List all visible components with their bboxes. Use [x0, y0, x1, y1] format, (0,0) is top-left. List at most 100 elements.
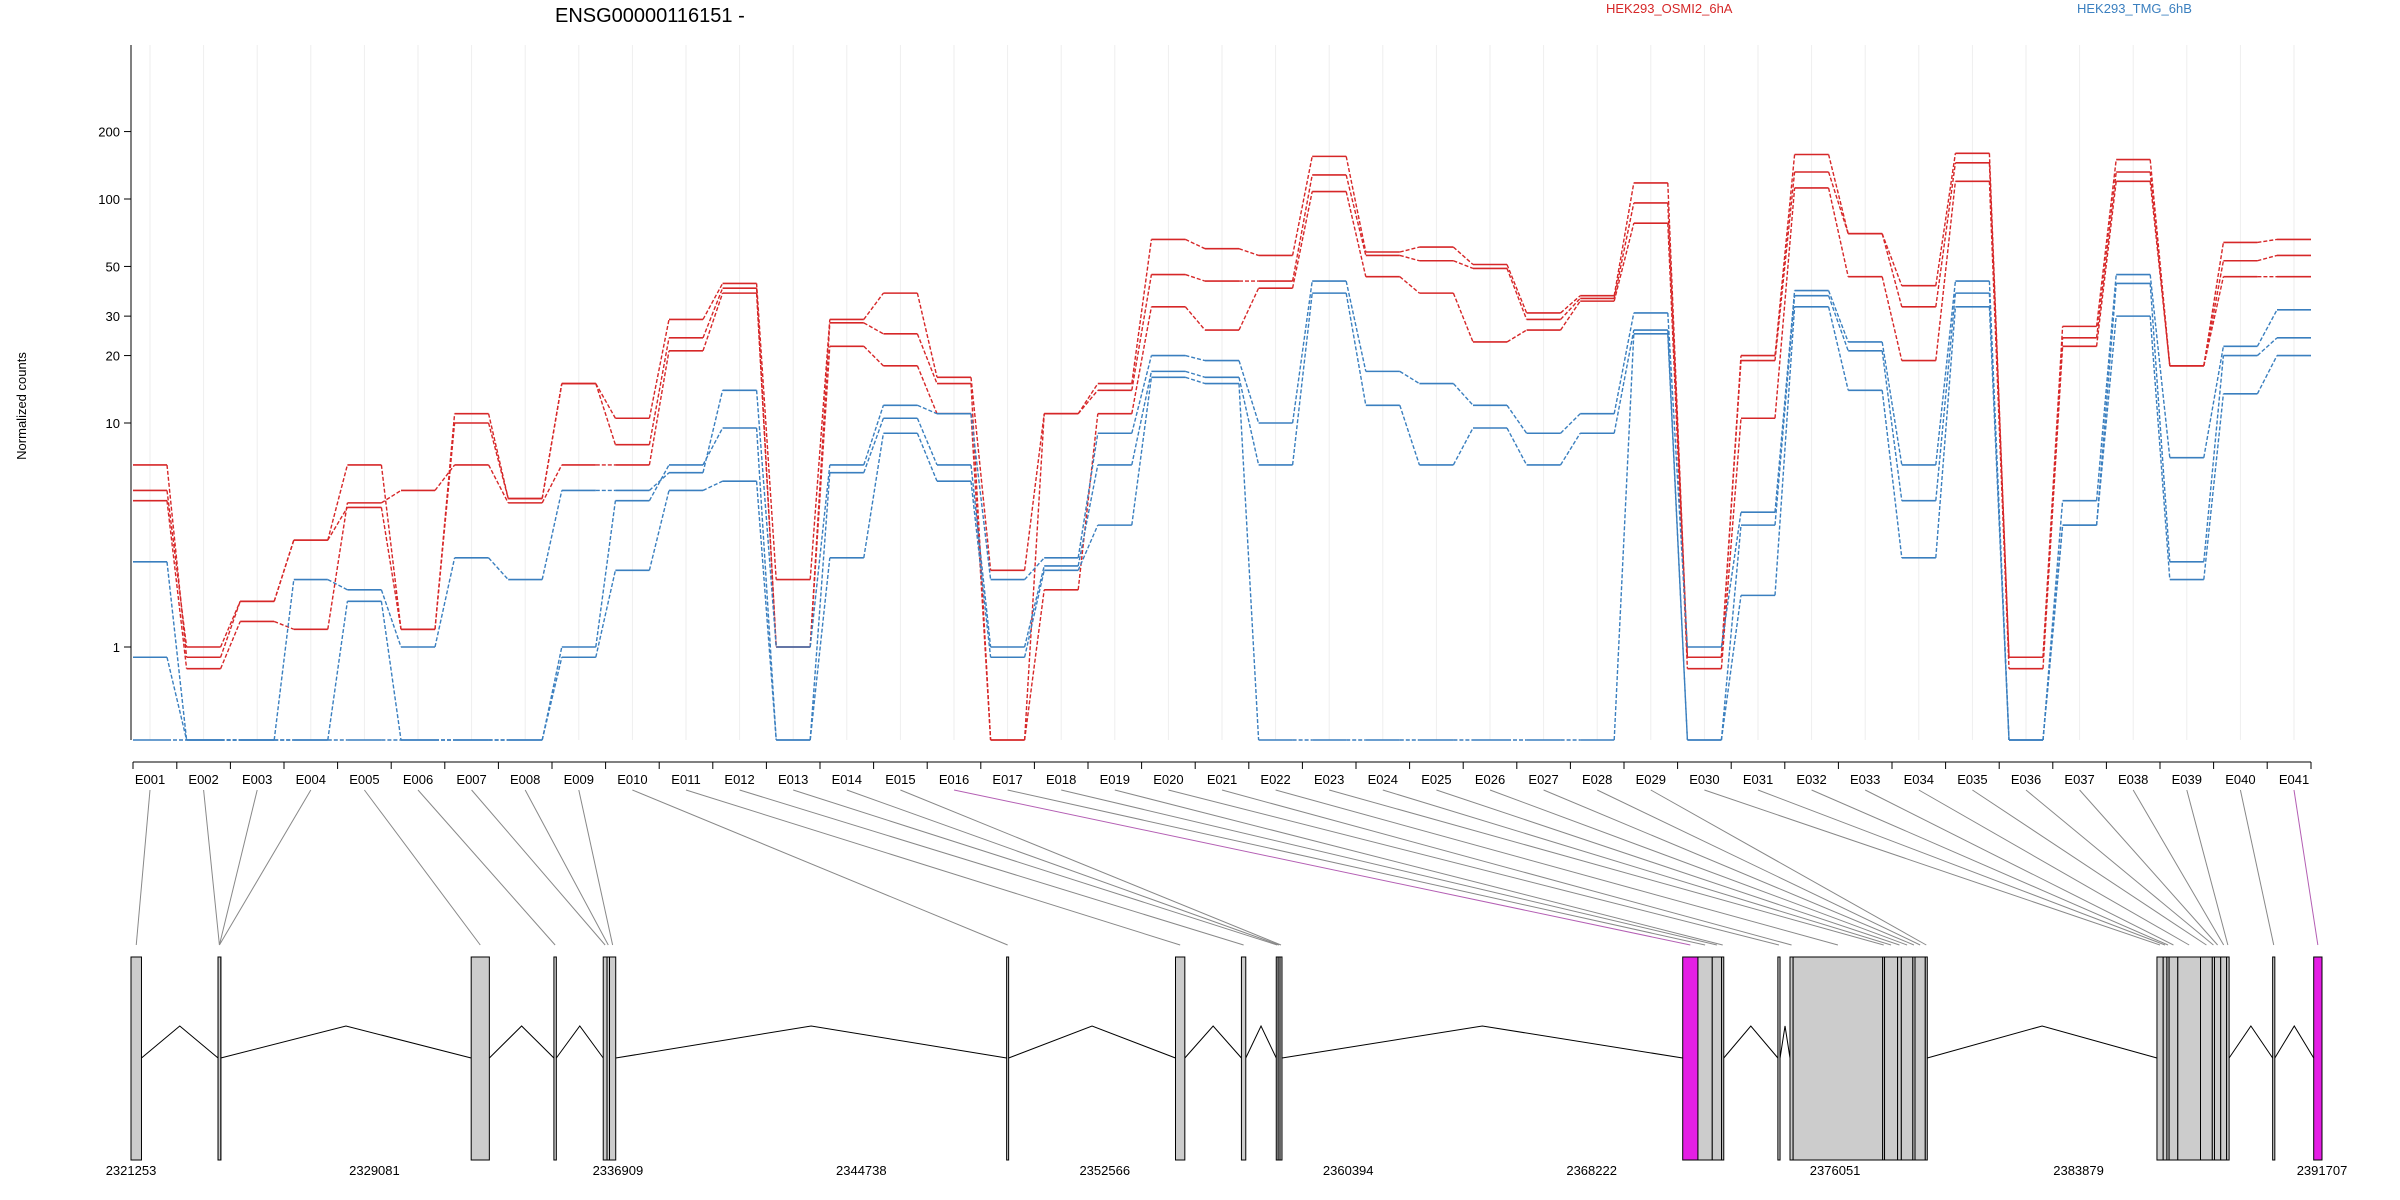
x-tick-label: E001 — [135, 772, 165, 787]
series-connector — [1238, 360, 1260, 424]
exon-mapping-line — [1704, 789, 2161, 946]
series-connector — [327, 464, 349, 541]
series-connector — [2256, 355, 2278, 395]
series-connector — [2256, 337, 2278, 357]
exon-box — [1884, 956, 1899, 1161]
series-connector — [327, 507, 349, 541]
exon-box — [1006, 956, 1010, 1161]
exon-mapping-line — [1275, 789, 1839, 946]
exon-mapping-line — [1168, 789, 1780, 946]
x-tick-label: E008 — [510, 772, 540, 787]
exon-mapping-line — [1221, 789, 1792, 946]
series-connector — [1238, 383, 1260, 741]
y-tick-label: 20 — [106, 349, 120, 364]
series-connector — [755, 481, 777, 741]
series-connector — [1613, 182, 1635, 296]
series-connector — [1077, 433, 1099, 558]
series-connector — [1185, 376, 1206, 385]
series-connector — [916, 417, 938, 466]
series-connector — [488, 557, 509, 581]
series-connector — [1613, 333, 1635, 741]
series-connector — [1774, 306, 1796, 596]
series-connector — [595, 383, 617, 419]
series-connector — [1827, 187, 1849, 277]
series-connector — [1185, 354, 1206, 362]
series-connector — [273, 620, 295, 630]
exon-box — [1721, 956, 1725, 1161]
series-connector — [2095, 181, 2117, 347]
exon-box — [602, 956, 608, 1161]
intron-line — [220, 1025, 472, 1059]
exon-mapping-line — [2293, 789, 2319, 946]
series-connector — [2042, 500, 2064, 741]
series-connector — [1935, 281, 1957, 465]
series-connector — [648, 490, 670, 571]
x-tick-label: E009 — [564, 772, 594, 787]
series-connector — [1881, 341, 1903, 466]
intron-line — [1008, 1025, 1176, 1059]
series-connector — [487, 413, 509, 499]
series-connector — [380, 507, 402, 630]
series-connector — [2149, 283, 2171, 562]
series-connector — [166, 500, 188, 669]
intron-line — [615, 1025, 1007, 1059]
exon-mapping-line — [793, 789, 1278, 946]
exon-mapping-line — [1596, 789, 1921, 946]
series-connector — [327, 578, 348, 591]
exon-mapping-line — [2186, 789, 2229, 946]
series-connector — [648, 337, 670, 445]
exon-mapping-line — [1061, 789, 1718, 946]
exon-mapping-line — [1650, 789, 1927, 946]
series-connector — [970, 481, 992, 658]
series-connector — [863, 418, 885, 473]
series-connector — [2257, 238, 2278, 244]
exon-mapping-line — [1757, 789, 2166, 946]
series-connector — [541, 657, 563, 741]
series-connector — [1345, 280, 1367, 372]
intron-line — [2228, 1025, 2274, 1059]
series-connector — [1560, 413, 1581, 434]
exon-mapping-line — [524, 789, 609, 946]
exon-mapping-line — [1489, 789, 1908, 946]
series-connector — [487, 464, 509, 504]
exon-mapping-line — [1972, 789, 2207, 946]
series-connector — [1131, 371, 1153, 466]
series-connector — [166, 561, 188, 741]
genomic-coordinate-label: 2344738 — [836, 1163, 887, 1178]
y-tick-label: 100 — [98, 192, 120, 207]
exon-mapping-line — [2132, 789, 2225, 946]
genomic-coordinate-label: 2329081 — [349, 1163, 400, 1178]
exon-mapping-line — [1543, 789, 1915, 946]
series-connector — [755, 293, 777, 648]
genomic-coordinate-label: 2352566 — [1079, 1163, 1130, 1178]
series-connector — [380, 589, 402, 648]
series-connector — [1077, 524, 1099, 571]
series-connector — [1613, 329, 1635, 434]
series-connector — [1506, 404, 1528, 434]
series-connector — [1881, 233, 1903, 308]
series-connector — [1238, 287, 1260, 331]
x-tick-label: E026 — [1475, 772, 1505, 787]
series-connector — [916, 365, 938, 414]
series-connector — [1399, 370, 1420, 385]
series-connector — [1077, 413, 1099, 590]
series-connector — [970, 464, 992, 648]
series-connector — [434, 422, 456, 630]
series-connector — [1935, 162, 1957, 307]
intron-line — [141, 1025, 219, 1059]
x-tick-label: E004 — [296, 772, 326, 787]
series-connector — [1774, 295, 1796, 526]
series-connector — [1667, 333, 1689, 741]
exon-box — [1924, 956, 1928, 1161]
intron-line — [488, 1025, 555, 1059]
series-connector — [273, 579, 295, 741]
series-connector — [2203, 276, 2225, 366]
exon-mapping-line — [2025, 789, 2214, 946]
series-connector — [809, 319, 831, 580]
x-tick-label: E011 — [671, 772, 700, 787]
series-connector — [1560, 432, 1581, 466]
exon-box — [470, 956, 490, 1161]
genomic-coordinate-label: 2368222 — [1566, 1163, 1617, 1178]
exon-box — [1240, 956, 1247, 1161]
